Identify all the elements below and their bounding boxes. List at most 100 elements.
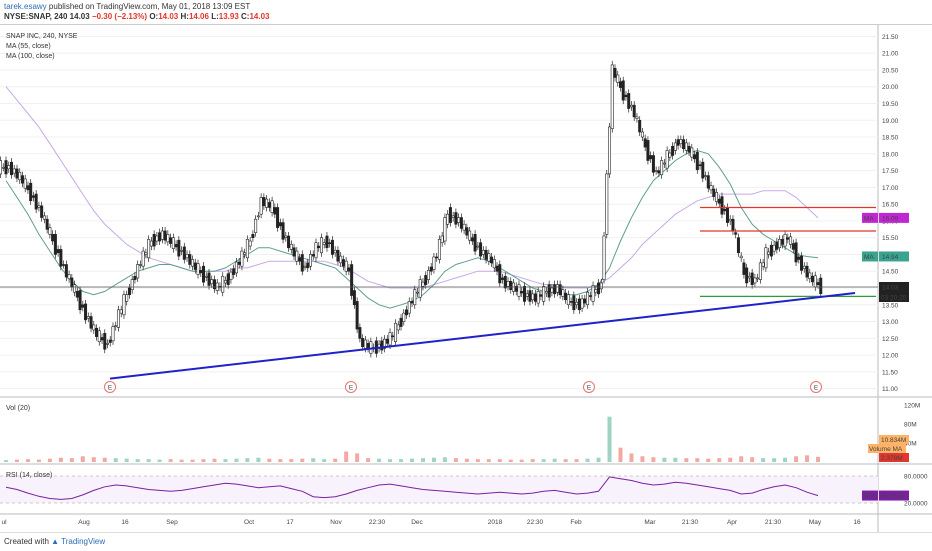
candle-body <box>531 293 535 301</box>
candle-body <box>407 301 411 314</box>
price-tick: 20.00 <box>882 84 899 91</box>
horizontal-levels[interactable] <box>0 206 878 297</box>
volume-bar <box>223 459 228 462</box>
candle-body <box>778 239 782 249</box>
candle-body <box>48 227 52 235</box>
candle-body <box>731 218 735 232</box>
candle-body <box>632 104 636 118</box>
candle-body <box>509 280 513 290</box>
candle-body <box>575 301 579 306</box>
last-price-badge-box <box>879 281 909 292</box>
legend-title: SNAP INC, 240, NYSE <box>6 33 78 40</box>
candle-body <box>446 213 450 225</box>
time-tick: 16 <box>121 519 129 526</box>
candle-body <box>769 244 773 257</box>
vol-ma-label-box <box>868 444 906 453</box>
candle-body <box>706 175 710 189</box>
price-tick: 12.50 <box>882 336 899 343</box>
volume-bar <box>805 455 810 462</box>
candle-body <box>594 289 598 293</box>
candle-body <box>723 208 727 212</box>
candle-body <box>621 80 625 101</box>
price-tick: 14.50 <box>882 269 899 276</box>
candle-body <box>141 250 145 267</box>
candle-body <box>234 261 238 274</box>
candle-body <box>185 254 189 259</box>
volume-bar <box>750 457 755 462</box>
candle-body <box>786 237 790 240</box>
candle-body <box>193 262 197 270</box>
candle-body <box>385 338 389 344</box>
chart-area[interactable]: E E E E 21.50 21.00 20.50 20.00 19.50 19.00 18.50… <box>0 24 932 532</box>
rsi-value: 36.5529 <box>881 493 905 500</box>
candle-body <box>695 151 699 171</box>
tradingview-link[interactable]: ▲ TradingView <box>51 537 106 546</box>
price-tick: 17.50 <box>882 168 899 175</box>
price-tick: 15.50 <box>882 235 899 242</box>
candle-body <box>125 294 129 302</box>
candle-body <box>122 294 126 316</box>
volume-bar <box>146 459 151 462</box>
candle-body <box>251 234 255 238</box>
volume-bar <box>91 457 96 462</box>
candle-body <box>701 161 705 179</box>
candle-body <box>53 234 57 255</box>
volume-bar <box>201 459 206 462</box>
volume-bar <box>563 459 568 462</box>
candle-body <box>289 244 293 250</box>
volume-bar <box>618 447 623 462</box>
candle-body <box>797 256 801 260</box>
candle-body <box>78 290 82 311</box>
volume-bar <box>651 457 656 462</box>
ma-low-badge-box <box>879 251 909 262</box>
candle-body <box>1 166 5 169</box>
low-label: L: <box>211 12 219 21</box>
candle-body <box>808 272 812 280</box>
candle-body <box>613 67 617 78</box>
candle-body <box>240 250 244 267</box>
candle-body <box>673 142 677 151</box>
candle-body <box>816 282 820 286</box>
candle-body <box>287 235 291 249</box>
volume-bar <box>69 458 74 462</box>
time-axis[interactable]: ul Aug 16 Sep Oct 17 Nov 22:30 Dec 2018 22:30 Feb Ma… <box>1 519 861 526</box>
volume-bar <box>168 459 173 462</box>
candle-body <box>646 140 650 161</box>
candle-body <box>481 249 485 255</box>
candle-body <box>73 284 77 293</box>
candle-body <box>720 196 724 215</box>
price-tick: 20.50 <box>882 67 899 74</box>
candle-body <box>84 303 88 321</box>
volume-bar <box>772 458 777 462</box>
earnings-marker-label: E <box>587 385 592 392</box>
trendline[interactable] <box>109 292 856 380</box>
candle-body <box>413 289 417 306</box>
legend-volume: Vol (20) <box>6 405 30 412</box>
candle-body <box>144 252 148 255</box>
candle-body <box>152 234 156 247</box>
rsi-band <box>0 476 878 503</box>
candle-body <box>525 293 529 297</box>
ma-low-badge-label-box <box>862 251 878 262</box>
chart-header: tarek.esawy published on TradingView.com… <box>0 0 932 24</box>
earnings-marker-label: E <box>108 385 113 392</box>
candle-body <box>624 94 628 98</box>
volume-bar <box>728 457 733 462</box>
candle-body <box>791 243 795 250</box>
candle-body <box>270 200 274 213</box>
candle-body <box>448 207 452 223</box>
candle-body <box>802 265 806 270</box>
candle-body <box>693 154 697 160</box>
volume-bar <box>530 459 535 462</box>
candle-body <box>276 207 280 228</box>
candle-body <box>89 316 93 329</box>
axis-badges: MA 16.09 MA 14.94 14.03 03:20:20 <box>862 212 909 302</box>
candle-body <box>40 205 44 218</box>
candle-body <box>4 160 8 175</box>
author-link[interactable]: tarek.esawy <box>4 2 47 11</box>
legend-ma100: MA (100, close) <box>6 53 55 60</box>
time-tick: 16 <box>853 519 861 526</box>
high-label: H: <box>180 12 189 21</box>
candle-body <box>171 237 175 249</box>
